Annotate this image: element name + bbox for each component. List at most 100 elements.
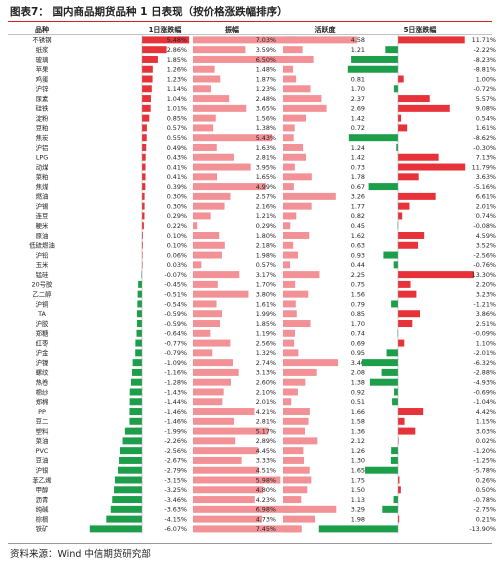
week-change-bar (398, 417, 405, 425)
activity-bar (283, 486, 308, 494)
amplitude-bar (193, 173, 218, 181)
amplitude-label: 1.80% (256, 232, 276, 240)
activity-bar (283, 320, 311, 327)
activity-bar (283, 456, 305, 464)
amplitude-bar (193, 349, 213, 357)
activity-label: 0.63 (351, 242, 365, 250)
week-change-label: -0.69% (473, 388, 496, 396)
amplitude-label: 4.73% (256, 515, 276, 523)
amplitude-bar (193, 222, 198, 230)
day-change-bar (142, 163, 146, 171)
activity-bar (283, 437, 318, 445)
day-change-label: 0.10% (167, 242, 187, 250)
amplitude-label: 1.32% (256, 349, 276, 357)
day-change-bar (142, 75, 153, 83)
day-change-bar (136, 310, 142, 318)
activity-label: 0.75 (351, 281, 365, 289)
amplitude-bar (193, 261, 202, 269)
day-change-label: 0.22% (167, 222, 187, 230)
amplitude-label: 4.51% (256, 467, 276, 475)
week-change-label: 11.71% (472, 36, 496, 44)
amplitude-bar (193, 251, 222, 259)
day-change-label: 0.43% (167, 154, 187, 162)
activity-bar (283, 476, 312, 484)
day-change-bar (142, 36, 190, 44)
day-change-label: 1.01% (167, 105, 187, 113)
activity-label: 1.50 (351, 486, 365, 494)
commodity-name: 沪锡 (36, 201, 49, 210)
day-change-bar (136, 320, 142, 327)
amplitude-label: 3.95% (256, 163, 276, 171)
activity-label: 0.73 (351, 163, 365, 171)
day-change-bar (135, 349, 142, 357)
day-change-label: -2.26% (164, 437, 187, 445)
commodity-name: 锰硅 (36, 270, 49, 279)
activity-bar (283, 339, 295, 347)
amplitude-bar (193, 192, 231, 200)
amplitude-bar (193, 271, 240, 279)
amplitude-bar (193, 300, 217, 308)
day-change-bar (89, 525, 142, 533)
week-change-label: -4.93% (473, 378, 496, 386)
amplitude-label: 1.98% (256, 251, 276, 259)
column-header-1: 1日涨跌幅 (149, 25, 182, 34)
week-change-bar (398, 280, 411, 288)
amplitude-label: 2.81% (256, 154, 276, 162)
commodity-name: 玉米 (36, 260, 49, 269)
day-change-label: 1.04% (167, 95, 187, 103)
amplitude-bar (193, 525, 302, 533)
amplitude-bar (193, 398, 223, 406)
source-rule (8, 543, 492, 544)
day-change-label: -0.64% (164, 330, 187, 338)
commodity-name: 郑糖 (36, 329, 49, 338)
amplitude-label: 1.21% (256, 212, 276, 220)
activity-bar (283, 232, 310, 239)
week-change-label: 1.10% (476, 339, 496, 347)
amplitude-label: 4.23% (256, 496, 276, 504)
week-change-bar (368, 183, 398, 191)
commodity-name: 玻璃 (36, 55, 49, 64)
amplitude-bar (193, 447, 258, 455)
activity-label: 0.93 (351, 251, 365, 259)
activity-bar (283, 95, 322, 103)
amplitude-bar (193, 320, 221, 327)
day-change-label: -3.46% (164, 496, 187, 504)
amplitude-bar (193, 505, 295, 513)
amplitude-label: 2.16% (256, 202, 276, 210)
amplitude-bar (193, 280, 218, 288)
amplitude-label: 3.59% (256, 46, 276, 54)
activity-bar (283, 290, 309, 298)
amplitude-bar (193, 486, 264, 494)
week-change-bar (347, 65, 398, 73)
column-header-3: 活跃度 (315, 25, 337, 34)
day-change-label: 0.30% (167, 202, 187, 210)
commodity-name: 棕榈 (36, 514, 49, 523)
week-change-bar (398, 153, 439, 161)
amplitude-label: 2.89% (256, 437, 276, 445)
activity-label: 0.69 (351, 339, 365, 347)
commodity-name: 苯乙烯 (32, 475, 52, 484)
week-change-label: 3.63% (476, 173, 496, 181)
activity-bar (283, 378, 306, 386)
amplitude-label: 4.45% (256, 447, 276, 455)
amplitude-bar (193, 46, 246, 54)
amplitude-label: 1.23% (256, 85, 276, 93)
week-change-label: -0.72% (473, 85, 496, 93)
week-change-label: -1.21% (473, 300, 496, 308)
week-change-label: -0.09% (473, 330, 496, 338)
week-change-bar (398, 104, 450, 112)
week-change-bar (398, 515, 400, 523)
activity-label: 0.79 (351, 300, 365, 308)
day-change-label: -0.59% (164, 310, 187, 318)
amplitude-label: 2.10% (256, 388, 276, 396)
day-change-label: 0.41% (167, 173, 187, 181)
commodity-name: 铁矿 (36, 524, 49, 533)
amplitude-label: 6.50% (256, 56, 276, 64)
week-change-bar (398, 408, 424, 416)
week-change-label: 7.13% (476, 154, 496, 162)
commodity-name: 菜粕 (36, 172, 49, 181)
week-change-bar (391, 447, 398, 455)
week-change-bar (398, 290, 417, 298)
day-change-bar (132, 359, 142, 367)
